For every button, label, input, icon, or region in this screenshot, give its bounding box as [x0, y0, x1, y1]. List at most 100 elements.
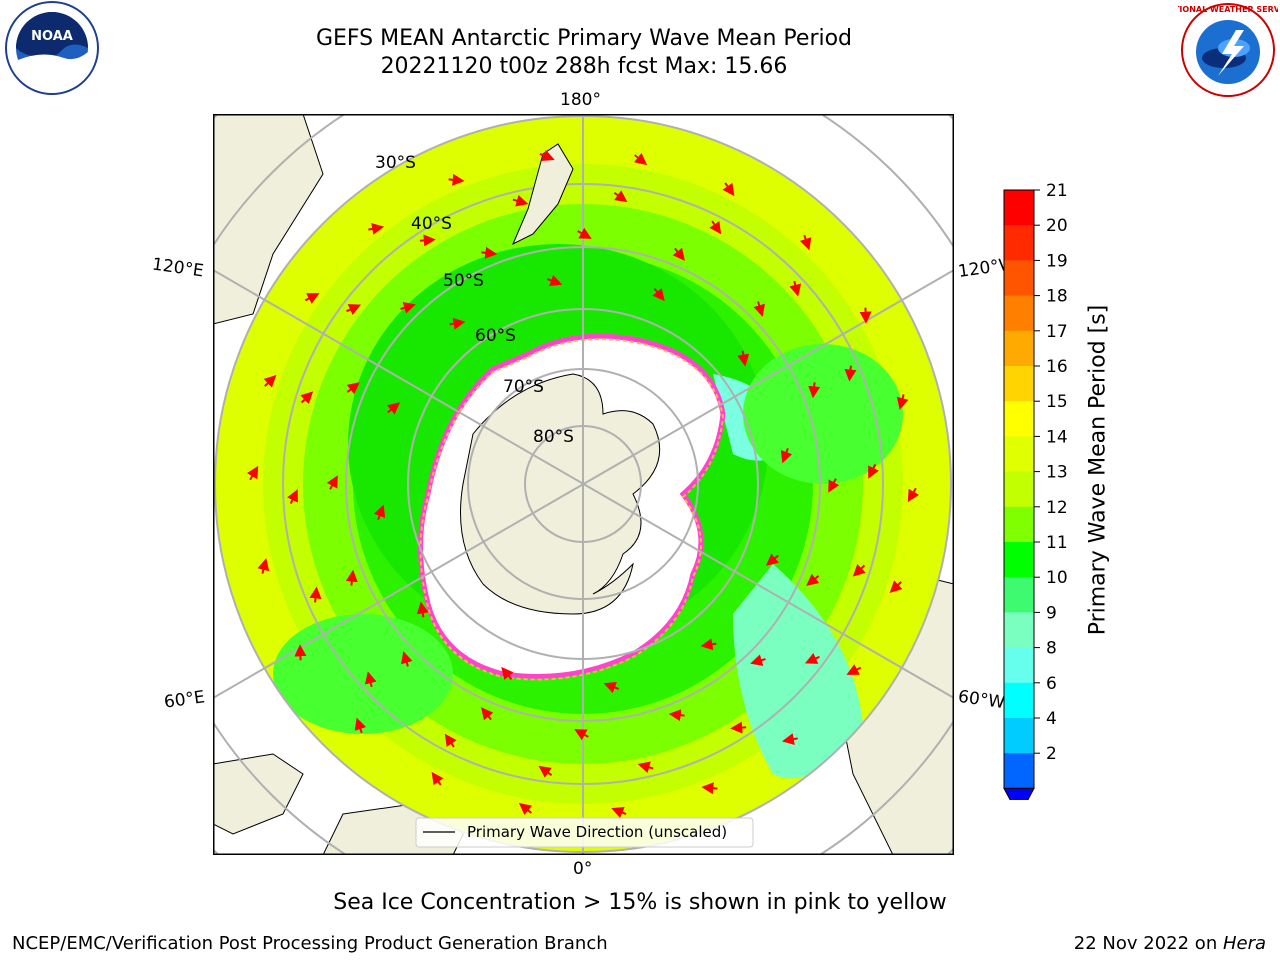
wave-arrow: [603, 681, 620, 694]
wave-arrow: [753, 301, 765, 317]
wave-arrow: [481, 707, 494, 721]
wave-arrow: [868, 463, 879, 479]
wave-arrow: [896, 394, 909, 410]
chart-subtitle: 20221120 t00z 288h fcst Max: 15.66: [380, 54, 788, 79]
wave-arrow: [257, 558, 270, 574]
wave-arrow: [799, 234, 812, 251]
colorbar-tick-label: 10: [1046, 568, 1068, 588]
colorbar-segment: [1004, 436, 1034, 473]
wave-arrow: [346, 304, 362, 316]
colorbar: 21 20 19 18 17 16 15 14 13 12 11 10 9 8 6 4 2: [1003, 181, 1068, 800]
wave-arrow: [345, 569, 358, 586]
wave-arrow: [852, 564, 866, 577]
colorbar-tick-label: 20: [1046, 216, 1068, 236]
colorbar-tick-label: 4: [1046, 709, 1057, 729]
colorbar-tick-label: 2: [1046, 744, 1057, 764]
wave-arrow: [387, 402, 401, 415]
lat-label-50s: 50°S: [443, 271, 484, 291]
lat-label-70s: 70°S: [503, 377, 544, 397]
wave-arrow: [481, 246, 498, 259]
wave-arrow: [577, 227, 592, 239]
wave-arrow: [789, 280, 802, 297]
colorbar-extend-arrow: [1003, 787, 1035, 800]
wave-arrow: [889, 580, 903, 593]
colorbar-tick-label: 14: [1046, 427, 1068, 447]
wave-arrow: [538, 765, 553, 778]
colorbar-tick-label: 19: [1046, 251, 1068, 271]
wave-arrow: [750, 654, 766, 666]
wave-arrow: [431, 771, 444, 786]
lat-label-30s: 30°S: [375, 153, 416, 173]
colorbar-tick-label: 8: [1046, 639, 1057, 659]
wave-arrow: [416, 601, 429, 618]
wave-arrow: [737, 350, 750, 367]
wave-arrow: [709, 220, 722, 235]
wave-arrow: [309, 586, 322, 603]
colorbar-segment: [1004, 753, 1034, 789]
wave-arrow: [781, 733, 798, 746]
wave-arrow: [546, 274, 563, 287]
wave-arrow: [354, 717, 367, 734]
colorbar-segment: [1004, 577, 1034, 613]
wave-arrow: [401, 651, 413, 667]
wave-arrow: [448, 173, 465, 186]
wave-arrow: [765, 553, 779, 566]
wave-arrow: [859, 307, 872, 324]
wave-arrow: [668, 709, 685, 722]
noaa-logo: NOAA: [5, 1, 99, 95]
wave-arrow: [373, 504, 386, 521]
map-legend: Primary Wave Direction (unscaled): [415, 817, 754, 848]
colorbar-segment: [1004, 682, 1034, 719]
colorbar-segment: [1004, 612, 1034, 649]
footer-date-text: 22 Nov 2022 on: [1073, 933, 1223, 954]
colorbar-segment: [1004, 647, 1034, 684]
wave-arrow: [722, 182, 735, 197]
wave-arrow: [613, 190, 628, 203]
wave-arrow: [806, 573, 820, 586]
wave-arrow: [828, 478, 840, 493]
colorbar-segment: [1004, 366, 1034, 402]
wave-direction-arrows: [246, 149, 920, 819]
wave-arrow: [637, 761, 654, 774]
wave-arrow: [846, 664, 862, 675]
wave-arrow: [364, 671, 377, 688]
wave-arrow: [907, 487, 920, 503]
colorbar-tick-label: 6: [1046, 674, 1057, 694]
wave-arrow: [701, 782, 718, 795]
colorbar-tick-label: 18: [1046, 287, 1068, 307]
colorbar-segment: [1004, 718, 1034, 754]
colorbar-segment: [1004, 190, 1034, 226]
footer-host: Hera: [1222, 933, 1266, 954]
colorbar-tick-label: 17: [1046, 322, 1068, 342]
lon-label-120e: 120°E: [150, 254, 205, 282]
wave-arrow: [844, 365, 857, 382]
colorbar-tick-label: 13: [1046, 463, 1068, 483]
colorbar-segment: [1004, 471, 1034, 508]
lon-label-0: 0°: [573, 859, 593, 879]
colorbar-segment: [1004, 260, 1034, 297]
wave-arrow: [444, 733, 457, 748]
wave-arrow: [808, 382, 821, 399]
colorbar-segment: [1004, 542, 1034, 578]
colorbar-segment: [1004, 225, 1034, 261]
wave-arrow: [304, 293, 320, 304]
wave-arrow: [294, 644, 307, 661]
wave-arrow: [400, 302, 416, 314]
footer-credit: NCEP/EMC/Verification Post Processing Pr…: [12, 933, 608, 954]
colorbar-segment: [1004, 401, 1034, 437]
new-zealand: [512, 143, 574, 246]
wave-arrow: [346, 382, 360, 395]
wave-arrow: [449, 317, 466, 330]
colorbar-label: Primary Wave Mean Period [s]: [1085, 304, 1111, 636]
wave-arrow: [652, 288, 665, 302]
colorbar-frame: [1003, 189, 1035, 789]
lon-label-180: 180°: [560, 90, 601, 110]
chart-title: GEFS MEAN Antarctic Primary Wave Mean Pe…: [315, 26, 853, 51]
wave-arrow: [300, 391, 314, 404]
legend-label: Primary Wave Direction (unscaled): [467, 823, 727, 841]
polar-map: 30°S 40°S 50°S 60°S 70°S 80°S Primary Wa…: [213, 114, 954, 855]
wave-arrow: [700, 638, 717, 651]
colorbar-tick-label: 11: [1046, 533, 1068, 553]
colorbar-tick-label: 15: [1046, 392, 1068, 412]
wave-arrow: [804, 652, 820, 664]
